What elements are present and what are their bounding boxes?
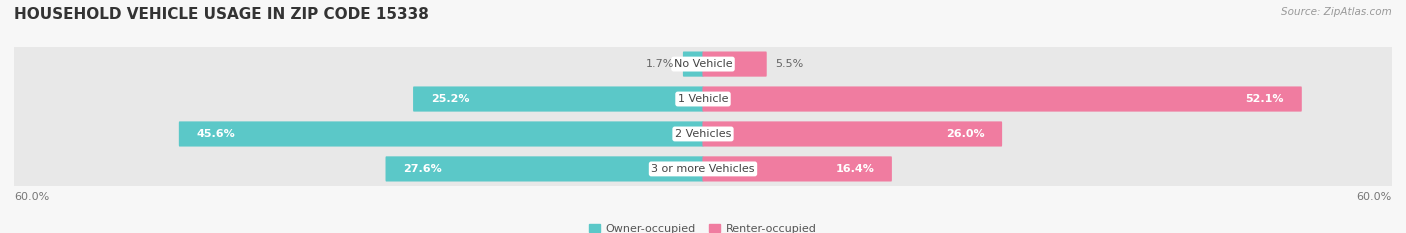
Text: 26.0%: 26.0% bbox=[946, 129, 984, 139]
Text: No Vehicle: No Vehicle bbox=[673, 59, 733, 69]
Text: Source: ZipAtlas.com: Source: ZipAtlas.com bbox=[1281, 7, 1392, 17]
Text: 16.4%: 16.4% bbox=[835, 164, 875, 174]
Text: 2 Vehicles: 2 Vehicles bbox=[675, 129, 731, 139]
Text: 3 or more Vehicles: 3 or more Vehicles bbox=[651, 164, 755, 174]
FancyBboxPatch shape bbox=[703, 86, 1302, 112]
Text: 60.0%: 60.0% bbox=[1357, 192, 1392, 202]
FancyBboxPatch shape bbox=[703, 121, 1002, 147]
FancyBboxPatch shape bbox=[703, 51, 766, 77]
FancyBboxPatch shape bbox=[413, 86, 703, 112]
FancyBboxPatch shape bbox=[683, 51, 703, 77]
Text: 1 Vehicle: 1 Vehicle bbox=[678, 94, 728, 104]
Text: 27.6%: 27.6% bbox=[404, 164, 441, 174]
Text: HOUSEHOLD VEHICLE USAGE IN ZIP CODE 15338: HOUSEHOLD VEHICLE USAGE IN ZIP CODE 1533… bbox=[14, 7, 429, 22]
FancyBboxPatch shape bbox=[11, 140, 1395, 198]
Text: 1.7%: 1.7% bbox=[645, 59, 675, 69]
FancyBboxPatch shape bbox=[179, 121, 703, 147]
FancyBboxPatch shape bbox=[11, 105, 1395, 163]
Text: 60.0%: 60.0% bbox=[14, 192, 49, 202]
Text: 25.2%: 25.2% bbox=[430, 94, 470, 104]
FancyBboxPatch shape bbox=[11, 35, 1395, 93]
Text: 45.6%: 45.6% bbox=[197, 129, 235, 139]
Legend: Owner-occupied, Renter-occupied: Owner-occupied, Renter-occupied bbox=[589, 224, 817, 233]
FancyBboxPatch shape bbox=[11, 70, 1395, 128]
Text: 5.5%: 5.5% bbox=[775, 59, 804, 69]
FancyBboxPatch shape bbox=[703, 156, 891, 182]
Text: 52.1%: 52.1% bbox=[1246, 94, 1284, 104]
FancyBboxPatch shape bbox=[385, 156, 703, 182]
